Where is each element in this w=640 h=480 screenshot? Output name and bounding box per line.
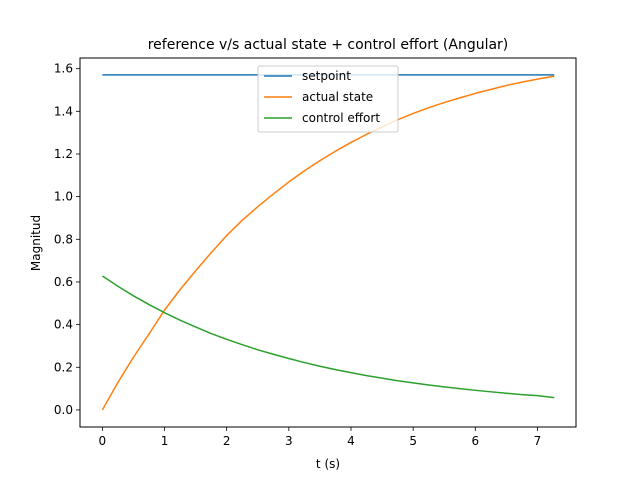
y-tick-label: 0.8 [54, 232, 73, 246]
x-ticks: 0 1 2 3 4 5 6 7 [99, 427, 542, 448]
y-ticks: 0.0 0.2 0.4 0.6 0.8 1.0 1.2 1.4 1.6 [54, 62, 80, 417]
series-line-control-effort [101, 275, 555, 399]
legend-label-actual-state: actual state [302, 90, 373, 104]
y-tick-label: 0.2 [54, 360, 73, 374]
y-tick-label: 1.6 [54, 62, 73, 76]
x-tick-label: 5 [409, 434, 417, 448]
y-axis-label: Magnitud [29, 215, 43, 271]
y-tick-label: 1.4 [54, 104, 73, 118]
x-tick-label: 2 [223, 434, 231, 448]
x-tick-label: 7 [534, 434, 542, 448]
legend-label-control-effort: control effort [302, 111, 380, 125]
x-tick-label: 4 [347, 434, 355, 448]
y-tick-label: 0.6 [54, 275, 73, 289]
legend-label-setpoint: setpoint [302, 69, 351, 83]
legend: setpoint actual state control effort [257, 65, 399, 133]
legend-box [257, 65, 399, 133]
x-tick-label: 1 [161, 434, 169, 448]
y-tick-label: 1.2 [54, 147, 73, 161]
x-tick-label: 6 [471, 434, 479, 448]
chart-title: reference v/s actual state + control eff… [148, 37, 509, 53]
y-tick-label: 0.0 [54, 403, 73, 417]
series-line-actual-state [101, 75, 555, 411]
x-axis-label: t (s) [316, 457, 340, 471]
axes-frame [79, 57, 577, 428]
x-tick-label: 0 [99, 434, 107, 448]
x-tick-label: 3 [285, 434, 293, 448]
y-tick-label: 1.0 [54, 190, 73, 204]
y-tick-label: 0.4 [54, 318, 73, 332]
